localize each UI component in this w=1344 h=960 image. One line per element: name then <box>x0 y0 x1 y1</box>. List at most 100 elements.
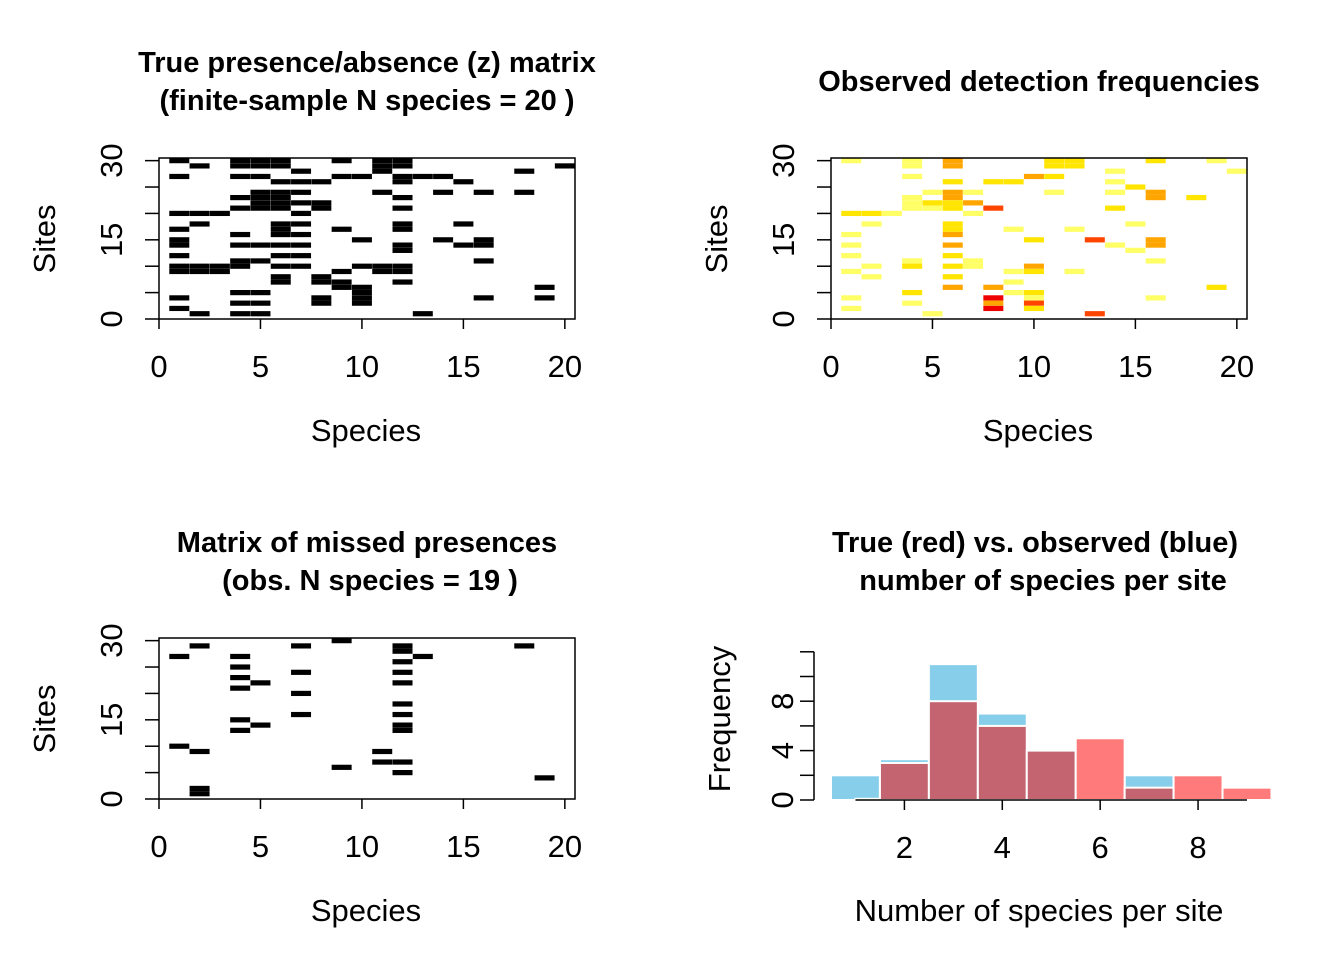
histogram-bar-true <box>1221 786 1273 802</box>
heatmap-cell <box>250 163 271 169</box>
heatmap-cell <box>1206 284 1227 290</box>
heatmap-cell <box>230 727 251 733</box>
panel-title-line-2: number of species per site <box>859 565 1226 597</box>
heatmap-cell <box>270 158 291 164</box>
heatmap-cell <box>351 173 372 180</box>
heatmap-cell <box>331 173 352 180</box>
heatmap-cell <box>1125 184 1146 190</box>
histogram-bar-true <box>927 700 979 802</box>
heatmap-cell <box>433 173 454 180</box>
heatmap-cell <box>189 221 210 227</box>
heatmap-cell <box>250 300 271 306</box>
y-tick-label: 30 <box>766 143 801 177</box>
heatmap-cell <box>514 643 535 649</box>
heatmap-cell <box>270 274 291 280</box>
heatmap-cell <box>1105 179 1126 185</box>
heatmap-cell <box>983 300 1004 306</box>
heatmap-cell <box>1125 221 1146 227</box>
y-axis-label: Sites <box>27 205 62 274</box>
heatmap-cell <box>189 210 210 217</box>
heatmap-cell <box>331 279 352 285</box>
histogram-bar-true <box>1123 786 1175 802</box>
heatmap-cell <box>169 242 190 248</box>
heatmap-cell <box>942 189 963 195</box>
y-tick-label: 0 <box>94 790 129 807</box>
heatmap-cell <box>291 179 312 185</box>
heatmap-cell <box>331 268 352 275</box>
heatmap-cell <box>983 284 1004 290</box>
histogram-bars <box>830 663 1273 802</box>
heatmap-cell <box>433 237 454 243</box>
heatmap-cell <box>291 189 312 195</box>
heatmap-cell <box>902 173 923 180</box>
heatmap-cell <box>841 268 862 275</box>
histogram-bar-true <box>1172 774 1224 801</box>
heatmap-cell <box>942 274 963 280</box>
heatmap-cells <box>169 158 575 317</box>
heatmap-cell <box>291 221 312 227</box>
heatmap-cell <box>230 290 251 296</box>
heatmap-cell <box>942 221 963 227</box>
x-axis-label: Number of species per site <box>855 893 1224 928</box>
heatmap-cell <box>169 210 190 217</box>
heatmap-cell <box>331 226 352 232</box>
heatmap-cell <box>963 189 984 195</box>
heatmap-cell <box>841 253 862 259</box>
heatmap-cell <box>189 268 210 275</box>
heatmap-cell <box>963 200 984 206</box>
heatmap-cell <box>983 205 1004 211</box>
x-tick-label: 2 <box>896 830 913 865</box>
heatmap-cell <box>453 221 474 227</box>
heatmap-cell <box>841 305 862 312</box>
y-tick-label: 0 <box>94 310 129 327</box>
heatmap-cell <box>311 295 332 301</box>
y-tick-label: 8 <box>765 693 800 710</box>
heatmap-cell <box>230 194 251 201</box>
heatmap-cell <box>942 179 963 185</box>
heatmap-cell <box>230 231 251 238</box>
heatmap-cell <box>942 194 963 201</box>
heatmap-cell <box>473 242 494 248</box>
heatmap-cell <box>230 173 251 180</box>
heatmap-cell <box>169 268 190 275</box>
heatmap-cell <box>250 205 271 211</box>
heatmap-cell <box>250 189 271 195</box>
heatmap-cell <box>311 179 332 185</box>
panel-species-histogram: True (red) vs. observed (blue) number of… <box>702 527 1273 928</box>
heatmap-cell <box>209 268 230 275</box>
heatmap-cell <box>250 722 271 728</box>
heatmap-cell <box>942 205 963 211</box>
heatmap-cell <box>311 274 332 280</box>
heatmap-cell <box>230 674 251 681</box>
y-tick-label: 15 <box>766 223 801 257</box>
heatmap-cell <box>902 200 923 206</box>
heatmap-cell <box>942 200 963 206</box>
axes: 0 5 10 15 20 0 15 30 <box>94 143 582 384</box>
heatmap-cell <box>372 759 393 765</box>
heatmap-cell <box>169 295 190 301</box>
heatmap-cell <box>1023 268 1044 275</box>
heatmap-cell <box>881 210 902 217</box>
heatmap-cell <box>1064 268 1085 275</box>
heatmap-cell <box>291 263 312 269</box>
heatmap-cell <box>1145 189 1166 195</box>
heatmap-cell <box>372 263 393 269</box>
heatmap-cell <box>902 263 923 269</box>
heatmap-cell <box>861 221 882 227</box>
x-tick-label: 0 <box>150 349 167 384</box>
x-tick-label: 15 <box>1118 349 1152 384</box>
heatmap-cell <box>392 268 413 275</box>
heatmap-cell <box>1105 242 1126 248</box>
heatmap-cell <box>942 284 963 290</box>
plot-frame <box>158 157 576 320</box>
heatmap-cell <box>291 231 312 238</box>
heatmap-cell <box>412 311 433 317</box>
heatmap-cell <box>1084 237 1105 243</box>
heatmap-cell <box>902 158 923 164</box>
heatmap-cell <box>291 690 312 697</box>
heatmap-cell <box>983 305 1004 312</box>
heatmap-cell <box>250 258 271 264</box>
heatmap-cell <box>942 263 963 269</box>
panel-title-line-1: True (red) vs. observed (blue) <box>832 527 1238 559</box>
